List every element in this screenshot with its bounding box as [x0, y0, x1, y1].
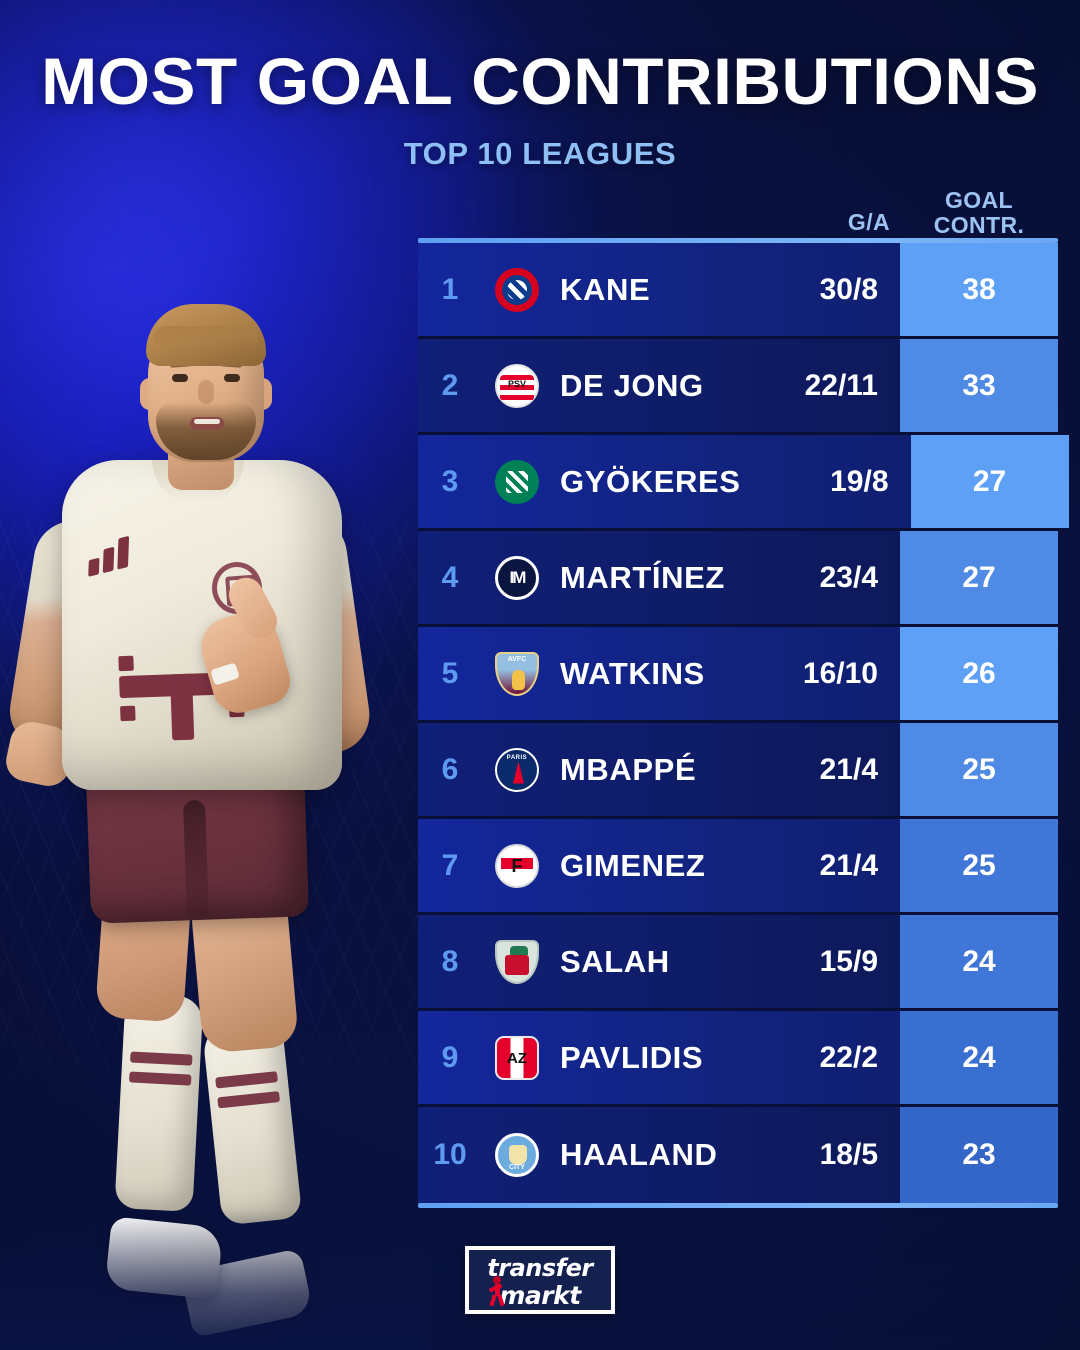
- club-badge-cell: [482, 267, 552, 312]
- table-row[interactable]: 10 HAALAND 18/5 23: [418, 1107, 1058, 1203]
- shirt: [62, 460, 342, 790]
- beard: [156, 402, 256, 460]
- goals-assists-value: 16/10: [802, 656, 878, 690]
- player-name: MARTÍNEZ: [560, 559, 725, 595]
- club-crest-city-icon: [495, 1133, 539, 1177]
- player-photo-harry-kane: [0, 160, 430, 1350]
- table-row[interactable]: 5 WATKINS 16/10 26: [418, 627, 1058, 723]
- goal-contributions-value: 38: [900, 243, 1058, 336]
- goals-assists-value: 22/11: [804, 368, 878, 402]
- table-row[interactable]: 9 PAVLIDIS 22/2 24: [418, 1011, 1058, 1107]
- club-badge-cell: [482, 843, 552, 888]
- logo-player-figure-icon: [488, 1276, 505, 1307]
- goal-contributions-value: 33: [900, 339, 1058, 432]
- club-badge-cell: [482, 363, 552, 408]
- player-name: HAALAND: [560, 1137, 718, 1172]
- table-row[interactable]: 7 GIMENEZ 21/4 25: [418, 819, 1058, 915]
- club-crest-az-icon: [495, 1035, 539, 1080]
- goals-assists-value: 21/4: [819, 752, 878, 786]
- player-name: PAVLIDIS: [560, 1039, 704, 1075]
- goal-contributions-value: 27: [900, 531, 1058, 624]
- player-name: WATKINS: [560, 655, 705, 691]
- nose: [198, 380, 214, 404]
- rank-value: 8: [441, 944, 459, 978]
- goal-contributions-value: 26: [900, 627, 1058, 720]
- club-badge-cell: [482, 651, 552, 696]
- table-row[interactable]: 6 MBAPPÉ 21/4 25: [418, 723, 1058, 819]
- player-bottom-fade: [0, 1210, 430, 1350]
- club-crest-psv-icon: [495, 363, 539, 408]
- logo-text-markt: markt: [499, 1281, 581, 1310]
- player-name: MBAPPÉ: [560, 751, 697, 787]
- player-name: GYÖKERES: [560, 463, 741, 499]
- club-badge-cell: [482, 747, 552, 792]
- goals-assists-value: 21/4: [819, 848, 878, 882]
- player-name: KANE: [560, 271, 651, 307]
- club-crest-inter-icon: [495, 555, 539, 600]
- column-header-ga: G/A: [847, 209, 890, 235]
- table-row[interactable]: 2 DE JONG 22/11 33: [418, 339, 1058, 435]
- goal-contr-line-1: GOAL: [944, 187, 1014, 214]
- rank-value: 6: [441, 752, 459, 786]
- hair: [146, 304, 266, 366]
- player-name: DE JONG: [560, 367, 704, 403]
- table-row[interactable]: 3 GYÖKERES 19/8 27: [418, 435, 1069, 531]
- table-bottom-rule: [418, 1203, 1058, 1208]
- table-row[interactable]: 8 SALAH 15/9 24: [418, 915, 1058, 1011]
- goal-contr-line-2: CONTR.: [933, 212, 1025, 239]
- table-row[interactable]: 4 MARTÍNEZ 23/4 27: [418, 531, 1058, 627]
- sock-left: [114, 993, 204, 1212]
- goals-assists-value: 23/4: [819, 560, 878, 594]
- rank-value: 10: [433, 1138, 467, 1171]
- transfermarkt-logo: transfer markt: [465, 1246, 615, 1314]
- player-name: SALAH: [560, 943, 670, 979]
- club-badge-cell: [482, 555, 552, 600]
- logo-text-transfer: transfer: [487, 1254, 593, 1282]
- goal-contributions-value: 23: [900, 1107, 1058, 1203]
- table-column-headers: G/A GOAL CONTR.: [418, 176, 1058, 238]
- goal-contributions-value: 27: [910, 435, 1069, 528]
- column-header-goal-contributions: GOAL CONTR.: [900, 188, 1058, 238]
- mouth: [190, 417, 224, 430]
- goal-contributions-value: 24: [900, 1011, 1058, 1104]
- goals-assists-value: 22/2: [819, 1040, 878, 1074]
- table-row[interactable]: 1 KANE 30/8 38: [418, 243, 1058, 339]
- rank-value: 1: [441, 272, 459, 306]
- goals-assists-value: 15/9: [819, 944, 878, 978]
- rank-value: 3: [441, 464, 459, 498]
- club-badge-cell: [482, 1133, 552, 1177]
- club-crest-villa-icon: [495, 651, 539, 696]
- player-name: GIMENEZ: [560, 847, 706, 883]
- page-title: MOST GOAL CONTRIBUTIONS: [41, 44, 1039, 118]
- goal-contributions-value: 24: [900, 915, 1058, 1008]
- rank-value: 4: [441, 560, 459, 594]
- club-crest-feyenoord-icon: [495, 843, 539, 888]
- club-badge-cell: [482, 939, 552, 984]
- rank-value: 9: [441, 1040, 459, 1074]
- page-subtitle: TOP 10 LEAGUES: [403, 136, 677, 171]
- goal-contributions-value: 25: [900, 819, 1058, 912]
- goals-assists-value: 19/8: [830, 464, 889, 498]
- goals-assists-value: 18/5: [819, 1138, 878, 1171]
- goal-contributions-value: 25: [900, 723, 1058, 816]
- club-crest-liverpool-icon: [495, 939, 539, 984]
- club-crest-sporting-icon: [495, 459, 539, 504]
- rank-value: 5: [441, 656, 459, 690]
- club-crest-bayern-icon: [495, 267, 539, 312]
- club-badge-cell: [482, 459, 552, 504]
- club-crest-psg-icon: [495, 747, 539, 792]
- goals-assists-value: 30/8: [819, 272, 878, 306]
- rank-value: 7: [441, 848, 459, 882]
- rank-value: 2: [441, 368, 459, 402]
- table-top-rule: [418, 238, 1058, 243]
- header: MOST GOAL CONTRIBUTIONS TOP 10 LEAGUES: [0, 0, 1080, 172]
- club-badge-cell: [482, 1035, 552, 1080]
